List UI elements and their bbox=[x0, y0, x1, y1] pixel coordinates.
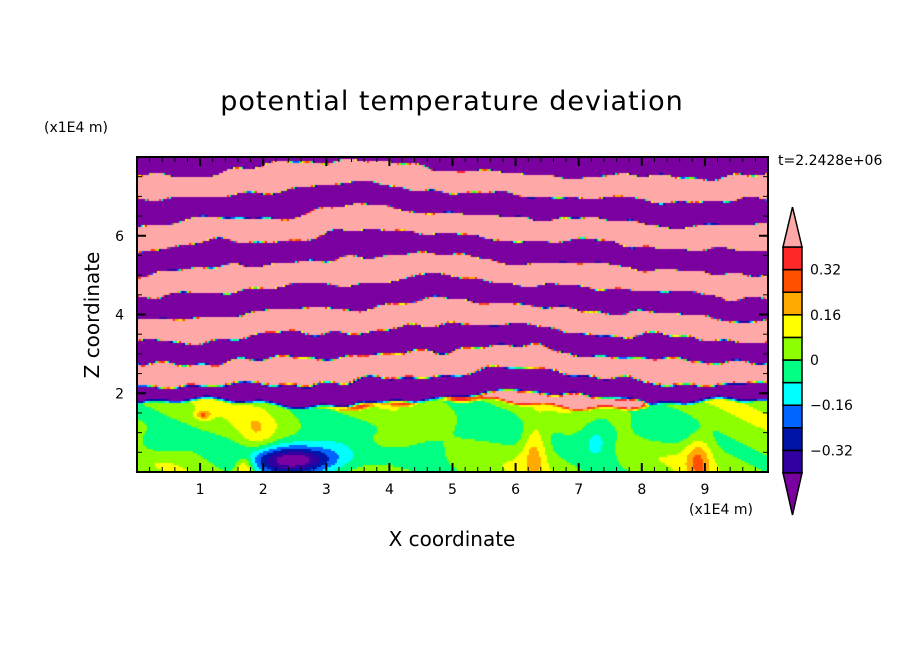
colorbar-bin bbox=[782, 314, 803, 339]
colorbar-tick-label: −0.32 bbox=[810, 443, 853, 459]
x-tick-label: 4 bbox=[385, 482, 394, 498]
y-axis-unit: (x1E4 m) bbox=[44, 120, 108, 136]
colorbar-bin bbox=[782, 268, 803, 293]
time-label: t=2.2428e+06 bbox=[778, 153, 883, 169]
colorbar-bin bbox=[782, 246, 803, 271]
colorbar-bin bbox=[782, 381, 803, 406]
colorbar-bin bbox=[782, 359, 803, 384]
x-axis-label: X coordinate bbox=[388, 527, 516, 551]
colorbar-tick-label: 0.16 bbox=[810, 308, 841, 324]
x-tick-label: 7 bbox=[574, 482, 583, 498]
colorbar-tick-label: 0 bbox=[810, 353, 819, 369]
colorbar-extend-bottom bbox=[782, 472, 803, 516]
x-tick-label: 2 bbox=[259, 482, 268, 498]
colorbar-extend-top bbox=[782, 206, 803, 248]
colorbar-bin bbox=[782, 427, 803, 452]
colorbar-bin bbox=[782, 449, 803, 474]
y-tick-label: 4 bbox=[115, 308, 124, 324]
x-tick-label: 1 bbox=[196, 482, 205, 498]
x-tick-label: 9 bbox=[700, 482, 709, 498]
colorbar-tick-label: 0.32 bbox=[810, 263, 841, 279]
contour-field bbox=[137, 157, 768, 472]
y-tick-label: 6 bbox=[115, 229, 124, 245]
plot-frame bbox=[136, 156, 769, 473]
y-tick-label: 2 bbox=[115, 386, 124, 402]
x-tick-label: 8 bbox=[637, 482, 646, 498]
chart-title: potential temperature deviation bbox=[220, 86, 684, 117]
colorbar-bin bbox=[782, 336, 803, 361]
x-tick-label: 3 bbox=[322, 482, 331, 498]
x-axis-unit: (x1E4 m) bbox=[689, 502, 753, 518]
colorbar-bin bbox=[782, 291, 803, 316]
x-tick-label: 5 bbox=[448, 482, 457, 498]
colorbar-tick-label: −0.16 bbox=[810, 398, 853, 414]
colorbar-bin bbox=[782, 404, 803, 429]
x-tick-label: 6 bbox=[511, 482, 520, 498]
